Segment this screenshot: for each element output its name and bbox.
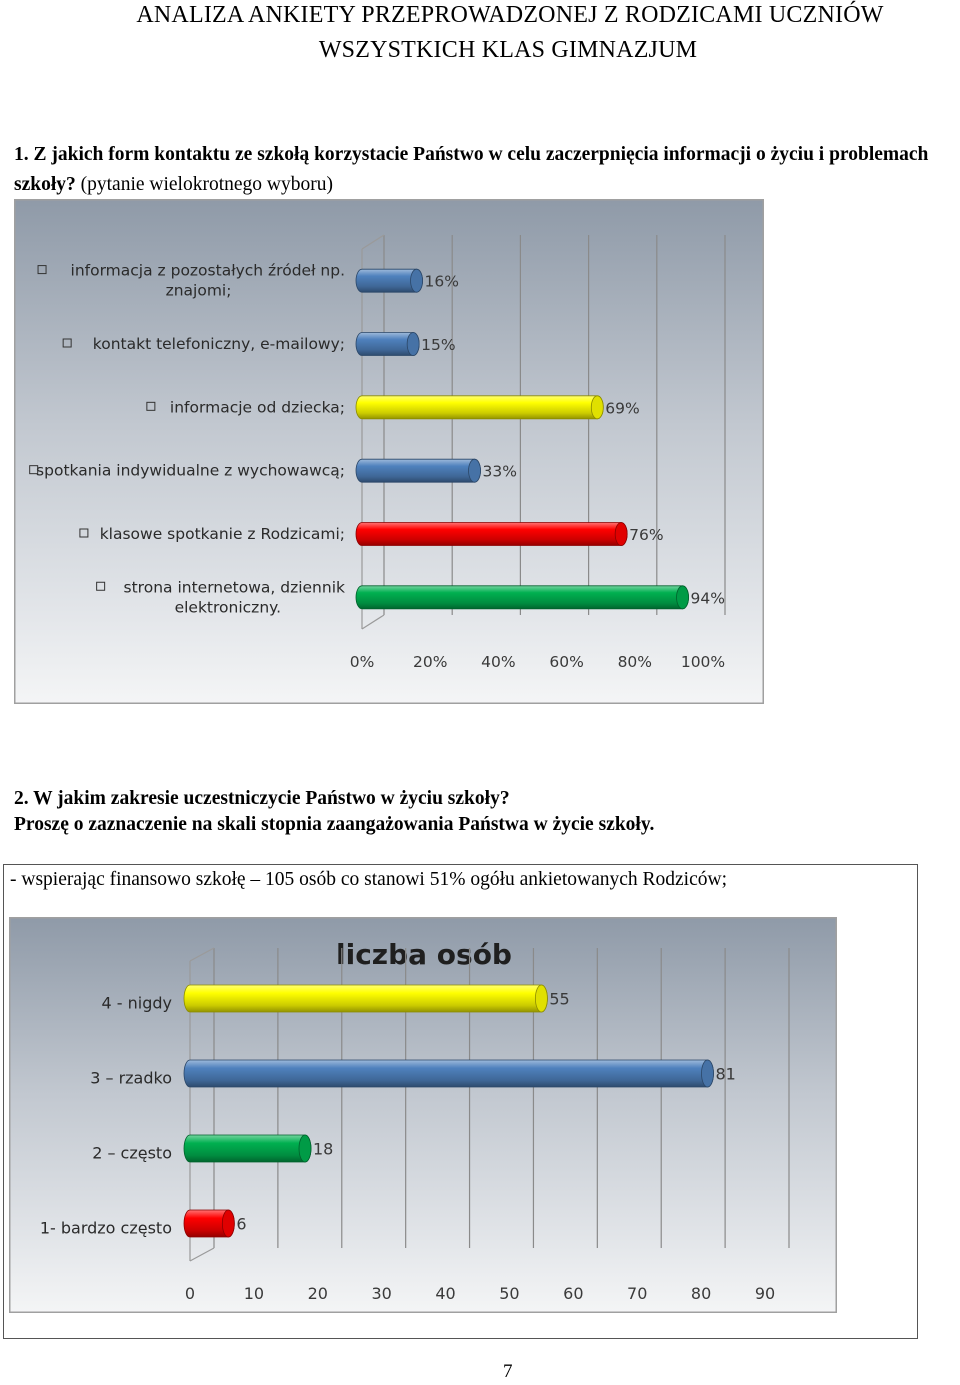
chart1-value-label: 15% (421, 336, 455, 354)
chart2-x-tick-label: 60 (563, 1284, 583, 1303)
chart1-floor-edge (361, 614, 385, 630)
chart2-bar-cap (701, 1059, 714, 1088)
document-title-line2: WSZYSTKICH KLAS GIMNAZJUM (318, 37, 698, 63)
chart1-category-label: klasowe spotkanie z Rodzicami; (100, 525, 345, 543)
chart2-category-label: 2 – często (92, 1144, 172, 1163)
chart1-bar-cap (676, 585, 689, 610)
chart1-value-label: 69% (605, 399, 639, 417)
answer-box: - wspierając finansowo szkołę – 105 osób… (3, 864, 918, 1339)
chart2-bar (183, 1059, 714, 1088)
chart1-axis-depth (361, 234, 385, 250)
chart1-value-label: 33% (483, 463, 517, 481)
chart1-x-tick-label: 20% (413, 653, 447, 671)
chart2-category-label: 3 – rzadko (90, 1069, 172, 1088)
chart1-value-label: 94% (691, 589, 725, 607)
question-1: 1. Z jakich form kontaktu ze szkołą korz… (14, 140, 959, 200)
chart2-background (8, 916, 838, 1314)
chart1-category-marker (37, 265, 47, 275)
chart2-x-tick-label: 90 (755, 1284, 775, 1303)
chart1-category-label: informacje od dziecka; (170, 398, 345, 416)
chart1-category-label: elektroniczny. (175, 598, 281, 616)
chart1-category-label: kontakt telefoniczny, e-mailowy; (93, 335, 345, 353)
chart-contact-forms: 0% 20% 40% 60% 80% 100% 16% informacja z pozost… (13, 198, 765, 705)
chart2-bar (183, 1134, 312, 1163)
chart1-bar-cap (590, 395, 604, 420)
chart1-category-label: informacja z pozostałych źródeł np. (71, 262, 345, 280)
chart1-x-tick-label: 0% (350, 653, 375, 671)
chart2-x-tick-label: 10 (244, 1284, 264, 1303)
chart2-x-tick-label: 30 (371, 1284, 391, 1303)
question-2-line1: 2. W jakim zakresie uczestniczycie Państ… (14, 788, 510, 809)
question-2-line2: Proszę o zaznaczenie na skali stopnia za… (14, 814, 655, 835)
chart1-category-marker (146, 401, 156, 411)
chart2-title: liczba osób (336, 938, 512, 971)
chart2-category-label: 1- bardzo często (40, 1219, 172, 1238)
page-number: 7 (503, 1361, 513, 1382)
chart2-x-tick-label: 0 (185, 1284, 195, 1303)
chart2-x-tick-label: 70 (627, 1284, 647, 1303)
chart1-category-label: strona internetowa, dziennik (124, 578, 345, 596)
chart2-x-tick-label: 80 (691, 1284, 711, 1303)
chart1-value-label: 76% (629, 526, 663, 544)
chart1-x-tick-label: 60% (549, 653, 583, 671)
chart1-bar-cap (468, 458, 481, 483)
chart2-value-label: 55 (549, 990, 569, 1009)
chart1-bar-cap (410, 268, 423, 293)
chart2-floor-edge (189, 1247, 215, 1262)
chart1-category-label: znajomi; (166, 282, 232, 300)
chart2-category-label: 4 - nigdy (102, 994, 173, 1013)
chart1-value-label: 16% (425, 273, 459, 291)
chart1-bar (355, 585, 689, 610)
question-2: 2. W jakim zakresie uczestniczycie Państ… (14, 786, 959, 838)
chart2-x-tick-label: 20 (308, 1284, 328, 1303)
document-title-line1: ANALIZA ANKIETY PRZEPROWADZONEJ Z RODZIC… (136, 2, 884, 28)
chart1-category-marker (79, 528, 89, 538)
chart2-value-label: 81 (716, 1065, 736, 1084)
chart1-category-label: spotkania indywidualne z wychowawcą; (36, 462, 345, 480)
chart1-x-tick-label: 100% (681, 653, 725, 671)
chart2-bar-cap (221, 1209, 235, 1238)
chart2-value-label: 18 (313, 1140, 333, 1159)
chart-engagement-svg: liczba osób 0 10 20 30 40 50 60 70 80 90 55 4 - nigd… (8, 916, 838, 1314)
chart1-category-marker (62, 338, 72, 348)
chart2-x-tick-label: 40 (435, 1284, 455, 1303)
chart1-bar (355, 522, 628, 546)
question-1-text: 1. Z jakich form kontaktu ze szkołą korz… (14, 144, 929, 195)
chart2-axis-depth (189, 947, 215, 962)
chart1-bar-cap (614, 522, 628, 546)
chart-contact-forms-svg: 0% 20% 40% 60% 80% 100% 16% informacja z pozost… (13, 198, 765, 705)
chart1-category-marker (29, 465, 39, 475)
question-1-note: (pytanie wielokrotnego wyboru) (75, 174, 333, 195)
chart2-value-label: 6 (236, 1215, 246, 1234)
chart1-x-tick-label: 40% (481, 653, 515, 671)
chart2-bar (183, 984, 548, 1013)
chart1-x-tick-label: 80% (618, 653, 652, 671)
chart1-bar (355, 458, 481, 483)
chart1-bar-cap (406, 332, 420, 356)
chart1-bar (355, 395, 604, 420)
chart2-bar-cap (534, 984, 548, 1013)
chart2-bar-cap (298, 1134, 312, 1163)
chart2-x-tick-label: 50 (499, 1284, 519, 1303)
answer-box-text: - wspierając finansowo szkołę – 105 osób… (10, 869, 728, 890)
chart-engagement: liczba osób 0 10 20 30 40 50 60 70 80 90 55 4 - nigd… (8, 916, 838, 1314)
chart1-category-marker (96, 581, 106, 591)
